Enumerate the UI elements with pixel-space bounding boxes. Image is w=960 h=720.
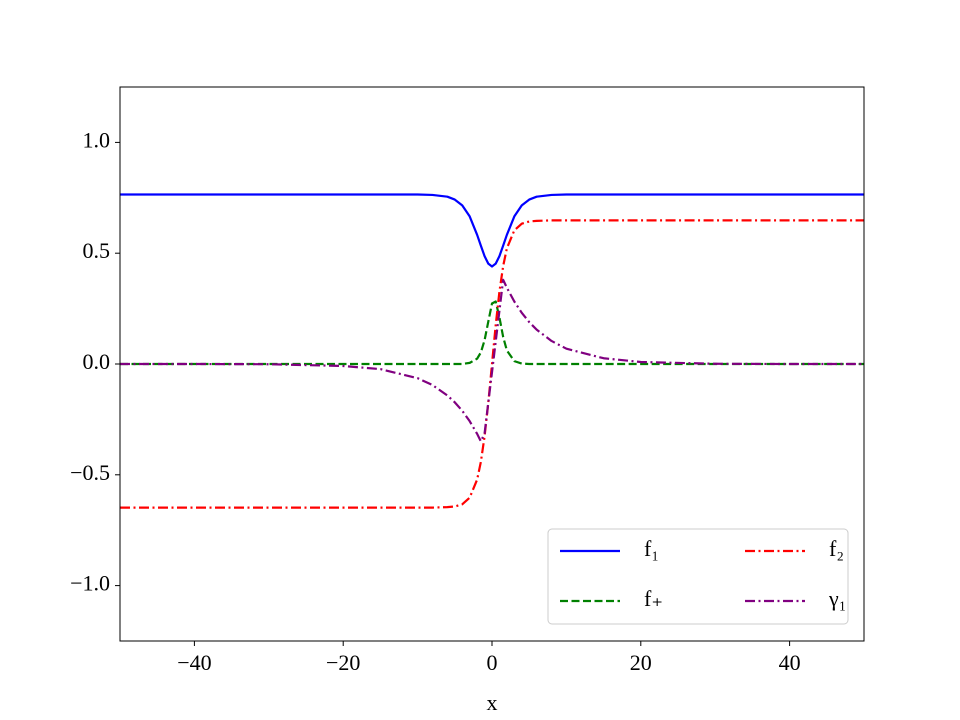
x-tick-label: 0 — [487, 650, 498, 675]
series-line — [120, 300, 864, 366]
x-tick-label: 40 — [779, 650, 801, 675]
y-tick-label: 1.0 — [83, 127, 111, 152]
y-tick-label: −0.5 — [70, 460, 110, 485]
series-line — [120, 278, 864, 443]
x-tick-label: −40 — [177, 650, 211, 675]
legend-box — [547, 528, 849, 625]
y-tick-label: 0.0 — [83, 349, 111, 374]
series-line — [120, 193, 864, 268]
x-tick-label: −20 — [326, 650, 360, 675]
legend-label: γ₁ — [828, 586, 846, 611]
plot-area — [120, 193, 864, 509]
legend-label: f₁ — [644, 536, 659, 561]
series-line — [120, 219, 864, 509]
plot-frame — [119, 86, 865, 642]
legend-label: f₂ — [829, 536, 844, 561]
y-tick-label: −1.0 — [70, 571, 110, 596]
y-tick-label: 0.5 — [83, 238, 111, 263]
x-tick-label: 20 — [630, 650, 652, 675]
x-axis-label: x — [487, 690, 498, 715]
legend-label: f₊ — [644, 586, 663, 611]
